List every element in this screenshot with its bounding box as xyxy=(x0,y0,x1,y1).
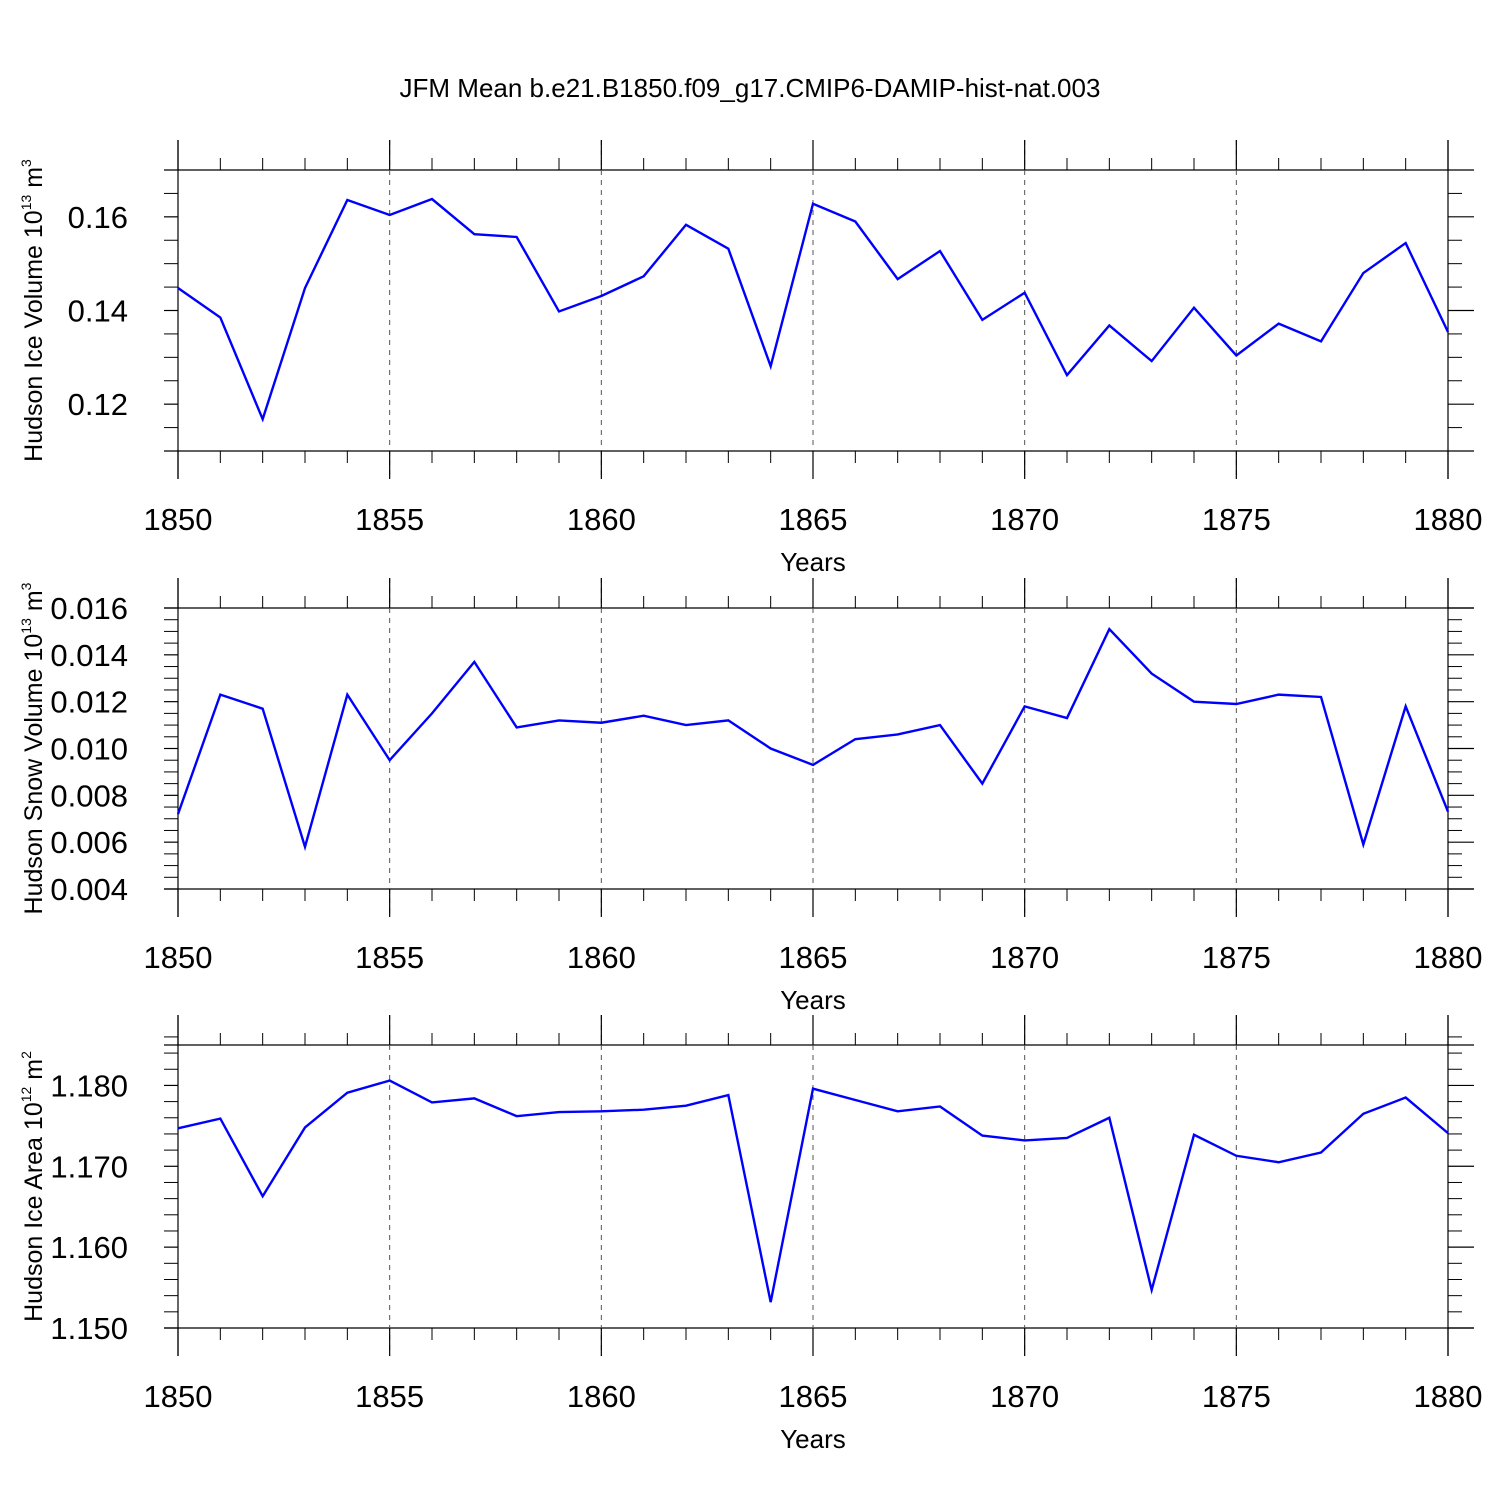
y-axis-label-exponent: 12 xyxy=(18,1086,34,1102)
y-axis-label-exponent: 13 xyxy=(18,195,34,211)
y-tick-label: 0.16 xyxy=(68,200,128,235)
y-tick-label: 1.150 xyxy=(50,1311,128,1346)
x-tick-label: 1850 xyxy=(144,502,213,537)
y-axis-label: Hudson Ice Volume 1013 m3 xyxy=(18,159,48,462)
x-tick-label: 1855 xyxy=(355,940,424,975)
x-tick-label: 1865 xyxy=(779,502,848,537)
x-tick-label: 1880 xyxy=(1414,940,1483,975)
series-line xyxy=(176,626,1450,852)
y-axis-label: Hudson Ice Area 1012 m2 xyxy=(18,1051,48,1322)
y-axis-label-part: m xyxy=(20,590,48,618)
panel-2: 0.004 0.006 0.008 0.010 0.012 0.014 0.016 1850 1… xyxy=(18,578,1482,1015)
series-line xyxy=(177,197,1450,423)
y-axis-label: Hudson Snow Volume 1013 m3 xyxy=(18,582,48,914)
y-tick-label: 0.14 xyxy=(68,294,128,329)
x-tick-label: 1865 xyxy=(779,1379,848,1414)
x-tick-label: 1875 xyxy=(1202,1379,1271,1414)
y-axis-label-part: Hudson Ice Volume 10 xyxy=(20,210,48,462)
x-tick-label: 1855 xyxy=(355,1379,424,1414)
y-tick-label: 0.008 xyxy=(50,778,128,813)
panel-3: 1.150 1.160 1.170 1.180 1850 1855 1860 1865 1870… xyxy=(18,1015,1482,1454)
y-axis-label-exponent: 2 xyxy=(18,1051,34,1059)
chart-title: JFM Mean b.e21.B1850.f09_g17.CMIP6-DAMIP… xyxy=(400,73,1101,103)
x-axis-label: Years xyxy=(780,985,846,1015)
x-tick-label: 1875 xyxy=(1202,502,1271,537)
x-tick-label: 1850 xyxy=(144,940,213,975)
y-tick-label: 0.012 xyxy=(50,685,128,720)
y-axis-label-part: Hudson Snow Volume 10 xyxy=(20,634,48,915)
y-tick-label: 0.004 xyxy=(50,872,128,907)
y-axis-label-part: m xyxy=(20,167,48,195)
y-tick-label: 0.010 xyxy=(50,732,128,767)
y-tick-label: 1.160 xyxy=(50,1230,128,1265)
panels: 0.12 0.14 0.16 1850 1855 1860 1865 1870 1875 1880… xyxy=(18,140,1482,1454)
y-tick-label: 1.170 xyxy=(50,1149,128,1184)
x-tick-label: 1850 xyxy=(144,1379,213,1414)
y-tick-label: 1.180 xyxy=(50,1068,128,1103)
y-tick-label: 0.12 xyxy=(68,387,128,422)
x-tick-label: 1875 xyxy=(1202,940,1271,975)
y-axis-label-part: m xyxy=(20,1059,48,1087)
x-axis-label: Years xyxy=(780,1424,846,1454)
x-tick-label: 1870 xyxy=(990,940,1059,975)
panel-1: 0.12 0.14 0.16 1850 1855 1860 1865 1870 1875 1880… xyxy=(18,140,1482,577)
y-axis-label-exponent: 13 xyxy=(18,618,34,634)
x-axis-label: Years xyxy=(780,547,846,577)
y-axis-label-part: Hudson Ice Area 10 xyxy=(20,1102,48,1322)
x-tick-label: 1860 xyxy=(567,940,636,975)
y-tick-label: 0.016 xyxy=(50,591,128,626)
y-axis-label-exponent: 3 xyxy=(18,159,34,167)
y-axis-label-exponent: 3 xyxy=(18,582,34,590)
x-tick-label: 1865 xyxy=(779,940,848,975)
x-tick-label: 1880 xyxy=(1414,1379,1483,1414)
x-tick-label: 1855 xyxy=(355,502,424,537)
x-tick-label: 1870 xyxy=(990,502,1059,537)
y-tick-label: 0.006 xyxy=(50,825,128,860)
series-line xyxy=(177,1079,1449,1303)
y-tick-label: 0.014 xyxy=(50,638,128,673)
x-tick-label: 1870 xyxy=(990,1379,1059,1414)
x-tick-label: 1880 xyxy=(1414,502,1483,537)
x-tick-label: 1860 xyxy=(567,1379,636,1414)
x-tick-label: 1860 xyxy=(567,502,636,537)
